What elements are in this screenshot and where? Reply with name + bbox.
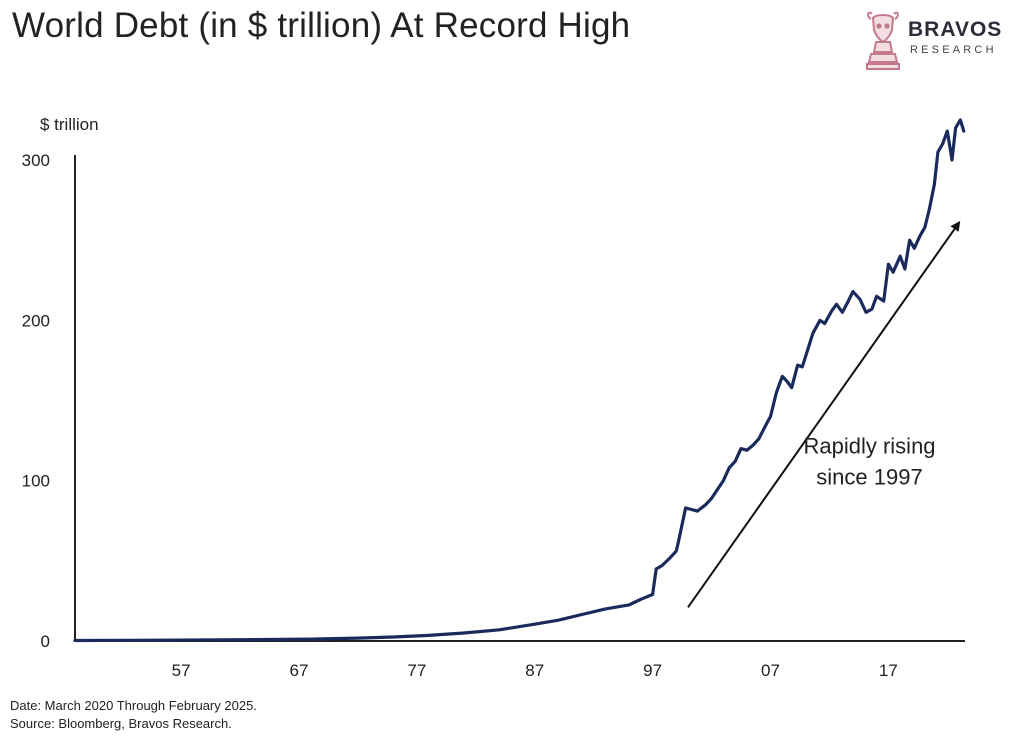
x-tick-label-57: 57 (172, 661, 191, 680)
footnote-source: Source: Bloomberg, Bravos Research. (10, 716, 232, 731)
trend-arrow (687, 220, 961, 608)
y-tick-labels: 0 100 200 300 (22, 151, 50, 651)
y-tick-label-0: 0 (41, 632, 50, 651)
brand-logo: BRAVOS RESEARCH (862, 6, 1022, 72)
chart-title: World Debt (in $ trillion) At Record Hig… (12, 6, 631, 45)
x-tick-label-77: 77 (407, 661, 426, 680)
footnote-date: Date: March 2020 Through February 2025. (10, 698, 257, 713)
annotation-rapidly-rising: Rapidly rising since 1997 (803, 433, 935, 489)
y-tick-label-100: 100 (22, 472, 50, 491)
annotation-line-2: since 1997 (816, 464, 922, 489)
x-tick-label-67: 67 (290, 661, 309, 680)
bull-knight-chess-icon (866, 11, 900, 70)
x-tick-label-87: 87 (525, 661, 544, 680)
annotation-line-1: Rapidly rising (803, 433, 935, 458)
y-axis-unit-label: $ trillion (40, 115, 99, 134)
brand-subtitle: RESEARCH (910, 44, 997, 56)
x-tick-label-97: 97 (643, 661, 662, 680)
series-line-world-debt (73, 118, 966, 643)
brand-name: BRAVOS (908, 18, 1003, 41)
x-tick-label-07: 07 (761, 661, 780, 680)
x-tick-labels: 57 67 77 87 97 07 17 (172, 661, 898, 680)
y-tick-label-200: 200 (22, 311, 50, 330)
y-tick-label-300: 300 (22, 151, 50, 170)
x-tick-label-17: 17 (879, 661, 898, 680)
